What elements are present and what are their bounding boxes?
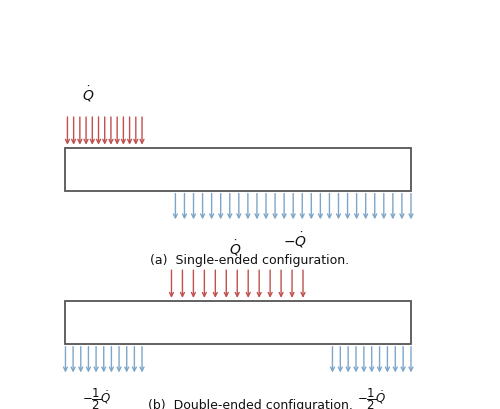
Text: $\dot{Q}$: $\dot{Q}$ — [82, 85, 94, 104]
Text: (a)  Single-ended configuration.: (a) Single-ended configuration. — [150, 254, 350, 267]
Text: (b)  Double-ended configuration.: (b) Double-ended configuration. — [148, 399, 352, 409]
Text: $-\dfrac{1}{2}\dot{Q}$: $-\dfrac{1}{2}\dot{Q}$ — [82, 386, 112, 409]
Bar — [66, 148, 411, 191]
Text: $\dot{Q}$: $\dot{Q}$ — [229, 238, 241, 258]
Text: $-\dfrac{1}{2}\dot{Q}$: $-\dfrac{1}{2}\dot{Q}$ — [357, 386, 386, 409]
Bar — [66, 301, 411, 344]
Text: $-\dot{Q}$: $-\dot{Q}$ — [283, 230, 307, 250]
